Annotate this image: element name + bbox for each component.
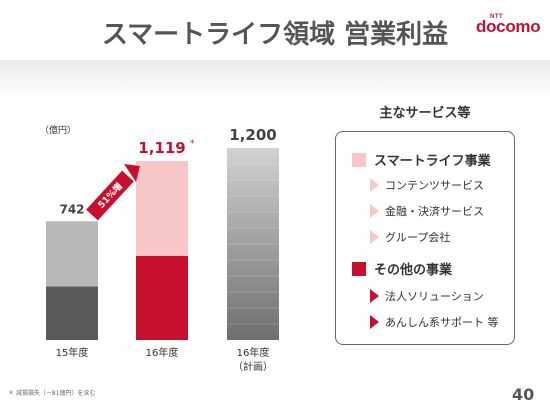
growth-arrow-head	[124, 164, 140, 182]
service-item-label: 法人ソリューション	[385, 290, 484, 303]
red-square-icon	[352, 261, 366, 276]
total-label: 1,200	[229, 126, 276, 144]
footnote: ＊ 減損損失（－81億円）を含む	[8, 390, 96, 397]
triangle-bullet-icon	[370, 178, 379, 192]
pink-square-icon	[352, 152, 366, 167]
triangle-bullet-icon	[370, 315, 379, 329]
total-label: 1,119	[138, 139, 185, 157]
services-box	[335, 131, 515, 345]
service-item-label: グループ会社	[385, 231, 451, 244]
bar-segment-other	[136, 256, 188, 340]
title-band	[0, 60, 550, 102]
category-label: 16年度	[146, 346, 179, 359]
unit-label: （億円）	[40, 124, 76, 136]
category-other: その他の事業	[352, 259, 452, 278]
category-label: 15年度	[56, 346, 89, 359]
service-item-label: 金融・決済サービス	[385, 205, 484, 218]
asterisk-mark: *	[190, 139, 195, 149]
bar-segment-smartlife	[136, 160, 188, 256]
service-item-label: コンテンツサービス	[385, 179, 484, 192]
page-number: 40	[512, 385, 535, 404]
service-item-label: あんしん系サポート 等	[385, 316, 499, 329]
triangle-bullet-icon	[370, 204, 379, 218]
triangle-bullet-icon	[370, 230, 379, 244]
bar-total-plan	[227, 148, 279, 340]
bar-segment-smartlife	[46, 221, 98, 287]
services-title: 主なサービス等	[379, 106, 471, 121]
service-item: グループ会社	[370, 229, 450, 245]
triangle-bullet-icon	[370, 289, 379, 303]
page-title: スマートライフ領域 営業利益	[101, 20, 449, 50]
category-label: 16年度	[237, 346, 270, 359]
total-label: 742	[59, 202, 84, 216]
category-smartlife: スマートライフ事業	[352, 150, 491, 169]
category-other-label: その他の事業	[374, 263, 453, 278]
bar-segment-other	[46, 286, 98, 340]
service-item: あんしん系サポート 等	[370, 314, 499, 330]
service-item: 法人ソリューション	[370, 288, 484, 304]
service-item: 金融・決済サービス	[370, 203, 484, 219]
category-smartlife-label: スマートライフ事業	[374, 154, 491, 169]
category-label: （計画）	[233, 360, 273, 373]
growth-arrow-shaft	[86, 170, 134, 221]
service-item: コンテンツサービス	[370, 177, 484, 193]
logo-brand-text: docomo	[476, 17, 541, 36]
logo-ntt-text: NTT	[490, 14, 504, 20]
